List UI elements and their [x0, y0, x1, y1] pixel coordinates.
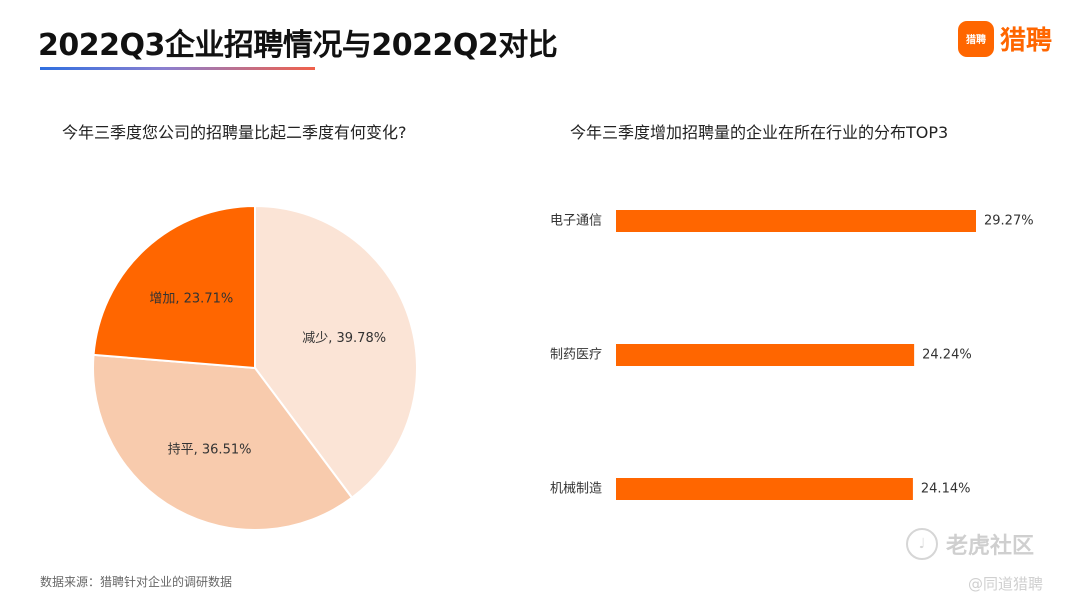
logo-badge-icon: 猎聘	[958, 20, 994, 57]
pie-slice-2	[92, 204, 256, 370]
watermark-main-text: 老虎社区	[946, 534, 1035, 559]
bar-category-label-0: 电子通信	[550, 214, 602, 229]
pie-slice-label-1: 持平, 36.51%	[168, 443, 252, 458]
brand-logo: 猎聘 猎聘	[958, 20, 1052, 57]
watermark-laohu: ♩ 老虎社区	[906, 528, 1034, 560]
data-source-note: 数据来源：猎聘针对企业的调研数据	[40, 575, 233, 589]
bar-value-label-1: 24.24%	[922, 348, 972, 363]
pie-chart-title: 今年三季度您公司的招聘量比起二季度有何变化?	[62, 123, 407, 142]
logo-badge-text: 猎聘	[966, 35, 986, 46]
watermark-sub-text: @同道猎聘	[968, 575, 1044, 593]
pie-slice-0	[254, 204, 418, 500]
pie-slice-1	[92, 353, 354, 531]
pie-slice-label-0: 减少, 39.78%	[302, 331, 386, 346]
title-underline	[40, 67, 315, 70]
bar-2	[616, 478, 913, 500]
bar-value-label-2: 24.14%	[921, 482, 971, 497]
watermark-logo-icon: ♩	[906, 528, 938, 560]
bar-1	[616, 344, 915, 366]
bar-category-label-1: 制药医疗	[550, 348, 602, 363]
page-title: 2022Q3企业招聘情况与2022Q2对比	[38, 28, 558, 63]
bar-value-label-0: 29.27%	[984, 214, 1034, 229]
bar-0	[616, 210, 976, 232]
bar-category-label-2: 机械制造	[550, 482, 602, 497]
bar-chart-title: 今年三季度增加招聘量的企业在所在行业的分布TOP3	[570, 123, 949, 142]
logo-text: 猎聘	[1000, 26, 1053, 56]
pie-slice-label-2: 增加, 23.71%	[149, 291, 233, 306]
